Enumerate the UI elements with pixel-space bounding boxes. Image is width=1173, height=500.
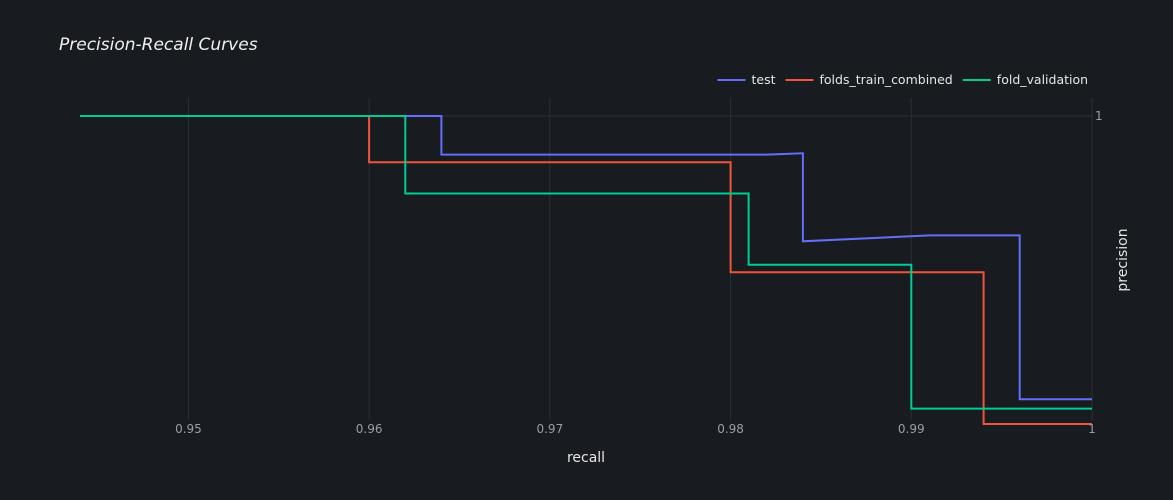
series-line-test[interactable] xyxy=(80,115,1092,401)
tick-layer: 0.95 0.96 0.97 0.98 0.99 1 1 xyxy=(175,109,1103,436)
legend-item-fold-validation[interactable]: fold_validation xyxy=(962,72,1088,87)
x-tick-label: 0.98 xyxy=(717,422,744,436)
x-axis-label: recall xyxy=(567,450,605,466)
x-tick-label: 0.99 xyxy=(898,422,925,436)
y-tick-label: 1 xyxy=(1095,109,1103,123)
legend-label: fold_validation xyxy=(997,72,1088,87)
chart-title: Precision-Recall Curves xyxy=(59,35,258,55)
series-layer xyxy=(80,115,1092,425)
legend-label: folds_train_combined xyxy=(820,72,953,87)
series-line-fold-validation[interactable] xyxy=(80,115,1092,410)
x-tick-label: 0.97 xyxy=(536,422,563,436)
x-tick-label: 0.95 xyxy=(175,422,202,436)
grid-layer xyxy=(80,98,1093,420)
legend-label: test xyxy=(752,72,776,87)
series-line-folds-train-combined[interactable] xyxy=(80,115,1092,425)
y-axis-label: precision xyxy=(1115,228,1131,291)
legend-item-test[interactable]: test xyxy=(717,72,776,87)
x-tick-label: 0.96 xyxy=(356,422,383,436)
x-tick-label: 1 xyxy=(1088,422,1096,436)
legend-item-folds-train-combined[interactable]: folds_train_combined xyxy=(785,72,953,87)
legend[interactable]: test folds_train_combined fold_validation xyxy=(717,72,1089,87)
